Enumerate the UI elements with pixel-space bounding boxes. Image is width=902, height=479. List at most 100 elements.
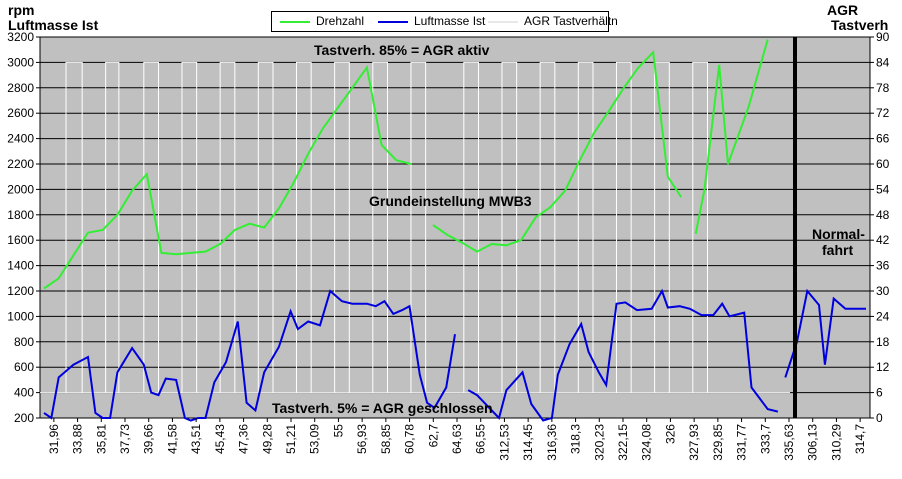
agr-series	[40, 61, 790, 394]
left-tick-label: 3000	[7, 55, 34, 69]
right-tick-label: 90	[876, 30, 890, 44]
x-tick-label: 58,85	[379, 424, 393, 454]
x-tick-label: 64,63	[450, 424, 464, 454]
x-tick-label: 316,36	[545, 424, 559, 461]
x-tick-label: 331,77	[735, 424, 749, 461]
agr-pulse	[577, 61, 594, 393]
right-tick-label: 30	[876, 284, 890, 298]
annotation-base-setting: Grundeinstellung MWB3	[369, 193, 532, 209]
left-tick-label: 1400	[7, 259, 34, 273]
agr-pulse	[65, 61, 83, 393]
left-tick-label: 1800	[7, 208, 34, 222]
right-tick-label: 78	[876, 81, 890, 95]
left-tick-label: 2800	[7, 81, 34, 95]
annotation-agr-closed: Tastverh. 5% = AGR geschlossen	[272, 400, 493, 416]
left-tick-label: 2000	[7, 182, 34, 196]
x-tick-label: 37,73	[118, 424, 132, 454]
x-tick-label: 318,3	[569, 424, 583, 454]
right-axis-title-line1: AGR	[827, 2, 859, 18]
x-tick-label: 31,96	[47, 424, 61, 454]
left-tick-label: 3200	[7, 30, 34, 44]
right-tick-label: 84	[876, 55, 890, 69]
x-tick-label: 329,85	[711, 424, 725, 461]
x-tick-label: 43,51	[189, 424, 203, 454]
agr-pulse	[181, 61, 198, 393]
x-tick-label: 335,63	[782, 424, 796, 461]
right-axis-ticks: 0 6 12 18 24 30 36 42 48 54 60 66 72 78 84 90	[870, 30, 890, 425]
left-tick-label: 1600	[7, 233, 34, 247]
x-tick-label: 314,45	[521, 424, 535, 461]
x-tick-label: 60,78	[403, 424, 417, 454]
x-tick-label: 39,66	[142, 424, 156, 454]
left-tick-label: 600	[14, 360, 34, 374]
x-tick-label: 324,08	[640, 424, 654, 461]
agr-pulse	[219, 61, 236, 393]
left-tick-label: 2400	[7, 132, 34, 146]
left-tick-label: 2200	[7, 157, 34, 171]
right-tick-label: 54	[876, 182, 890, 196]
right-tick-label: 12	[876, 360, 890, 374]
legend-label-luftmasse: Luftmasse Ist	[414, 14, 486, 28]
annotation-normal-2: fahrt	[822, 242, 854, 258]
x-tick-label: 35,81	[94, 424, 108, 454]
legend: Drehzahl Luftmasse Ist AGR Tastverhältn	[271, 11, 618, 32]
x-tick-label: 306,13	[806, 424, 820, 461]
right-tick-label: 48	[876, 208, 890, 222]
legend-swatch-drehzahl	[280, 21, 310, 23]
x-tick-label: 53,09	[308, 424, 322, 454]
luftmasse-line	[43, 288, 866, 422]
agr-pulse	[372, 61, 388, 393]
right-axis-title-line2: Tastverh	[831, 17, 889, 33]
x-tick-label: 47,36	[237, 424, 251, 454]
annotation-normal-1: Normal-	[812, 226, 865, 242]
legend-swatch-agr	[488, 21, 518, 23]
x-tick-label: 51,21	[284, 424, 298, 454]
agr-pulse	[615, 61, 632, 393]
agr-pulse	[539, 61, 556, 393]
x-tick-label: 45,43	[213, 424, 227, 454]
right-tick-label: 24	[876, 309, 890, 323]
agr-pulse	[463, 61, 479, 393]
right-tick-label: 42	[876, 233, 890, 247]
left-tick-label: 2600	[7, 106, 34, 120]
legend-label-agr: AGR Tastverhältn	[524, 14, 618, 28]
left-tick-label: 200	[14, 411, 34, 425]
luftmasse-series	[43, 288, 866, 422]
x-axis-ticks: 31,96 33,88 35,81 37,73 39,66 41,58 43,51 45,43…	[47, 418, 867, 461]
right-tick-label: 18	[876, 335, 890, 349]
drehzahl-series	[43, 39, 769, 290]
right-tick-label: 0	[876, 411, 883, 425]
left-axis-ticks: 200 400 600 800 1000 1200 1400 1600 1800 2000 2200…	[7, 30, 40, 425]
left-tick-label: 400	[14, 386, 34, 400]
x-tick-label: 33,88	[71, 424, 85, 454]
right-tick-label: 6	[876, 386, 883, 400]
x-tick-label: 55	[331, 424, 345, 438]
x-tick-label: 41,58	[165, 424, 179, 454]
x-tick-label: 310,29	[829, 424, 843, 461]
right-tick-label: 36	[876, 259, 890, 273]
agr-pulse	[692, 61, 708, 393]
left-axis-title-line2: Luftmasse Ist	[8, 17, 99, 33]
annotation-agr-active: Tastverh. 85% = AGR aktiv	[314, 42, 490, 58]
right-tick-label: 66	[876, 132, 890, 146]
left-tick-label: 1200	[7, 284, 34, 298]
agr-pulse	[295, 61, 312, 393]
x-tick-label: 56,93	[355, 424, 369, 454]
grid-lines	[40, 36, 870, 419]
left-tick-label: 1000	[7, 309, 34, 323]
legend-swatch-luftmasse	[378, 21, 408, 23]
x-tick-label: 62,7	[426, 424, 440, 448]
plot-area	[39, 36, 871, 419]
x-tick-label: 327,93	[687, 424, 701, 461]
agr-pulse	[257, 61, 274, 393]
x-tick-label: 322,15	[616, 424, 630, 461]
x-tick-label: 333,7	[758, 424, 772, 454]
right-tick-label: 60	[876, 157, 890, 171]
x-tick-label: 320,23	[592, 424, 606, 461]
left-axis-title-line1: rpm	[8, 2, 35, 18]
agr-pulse	[143, 61, 159, 393]
agr-pulse	[334, 61, 350, 393]
x-tick-label: 314,7	[853, 424, 867, 454]
right-tick-label: 72	[876, 106, 890, 120]
